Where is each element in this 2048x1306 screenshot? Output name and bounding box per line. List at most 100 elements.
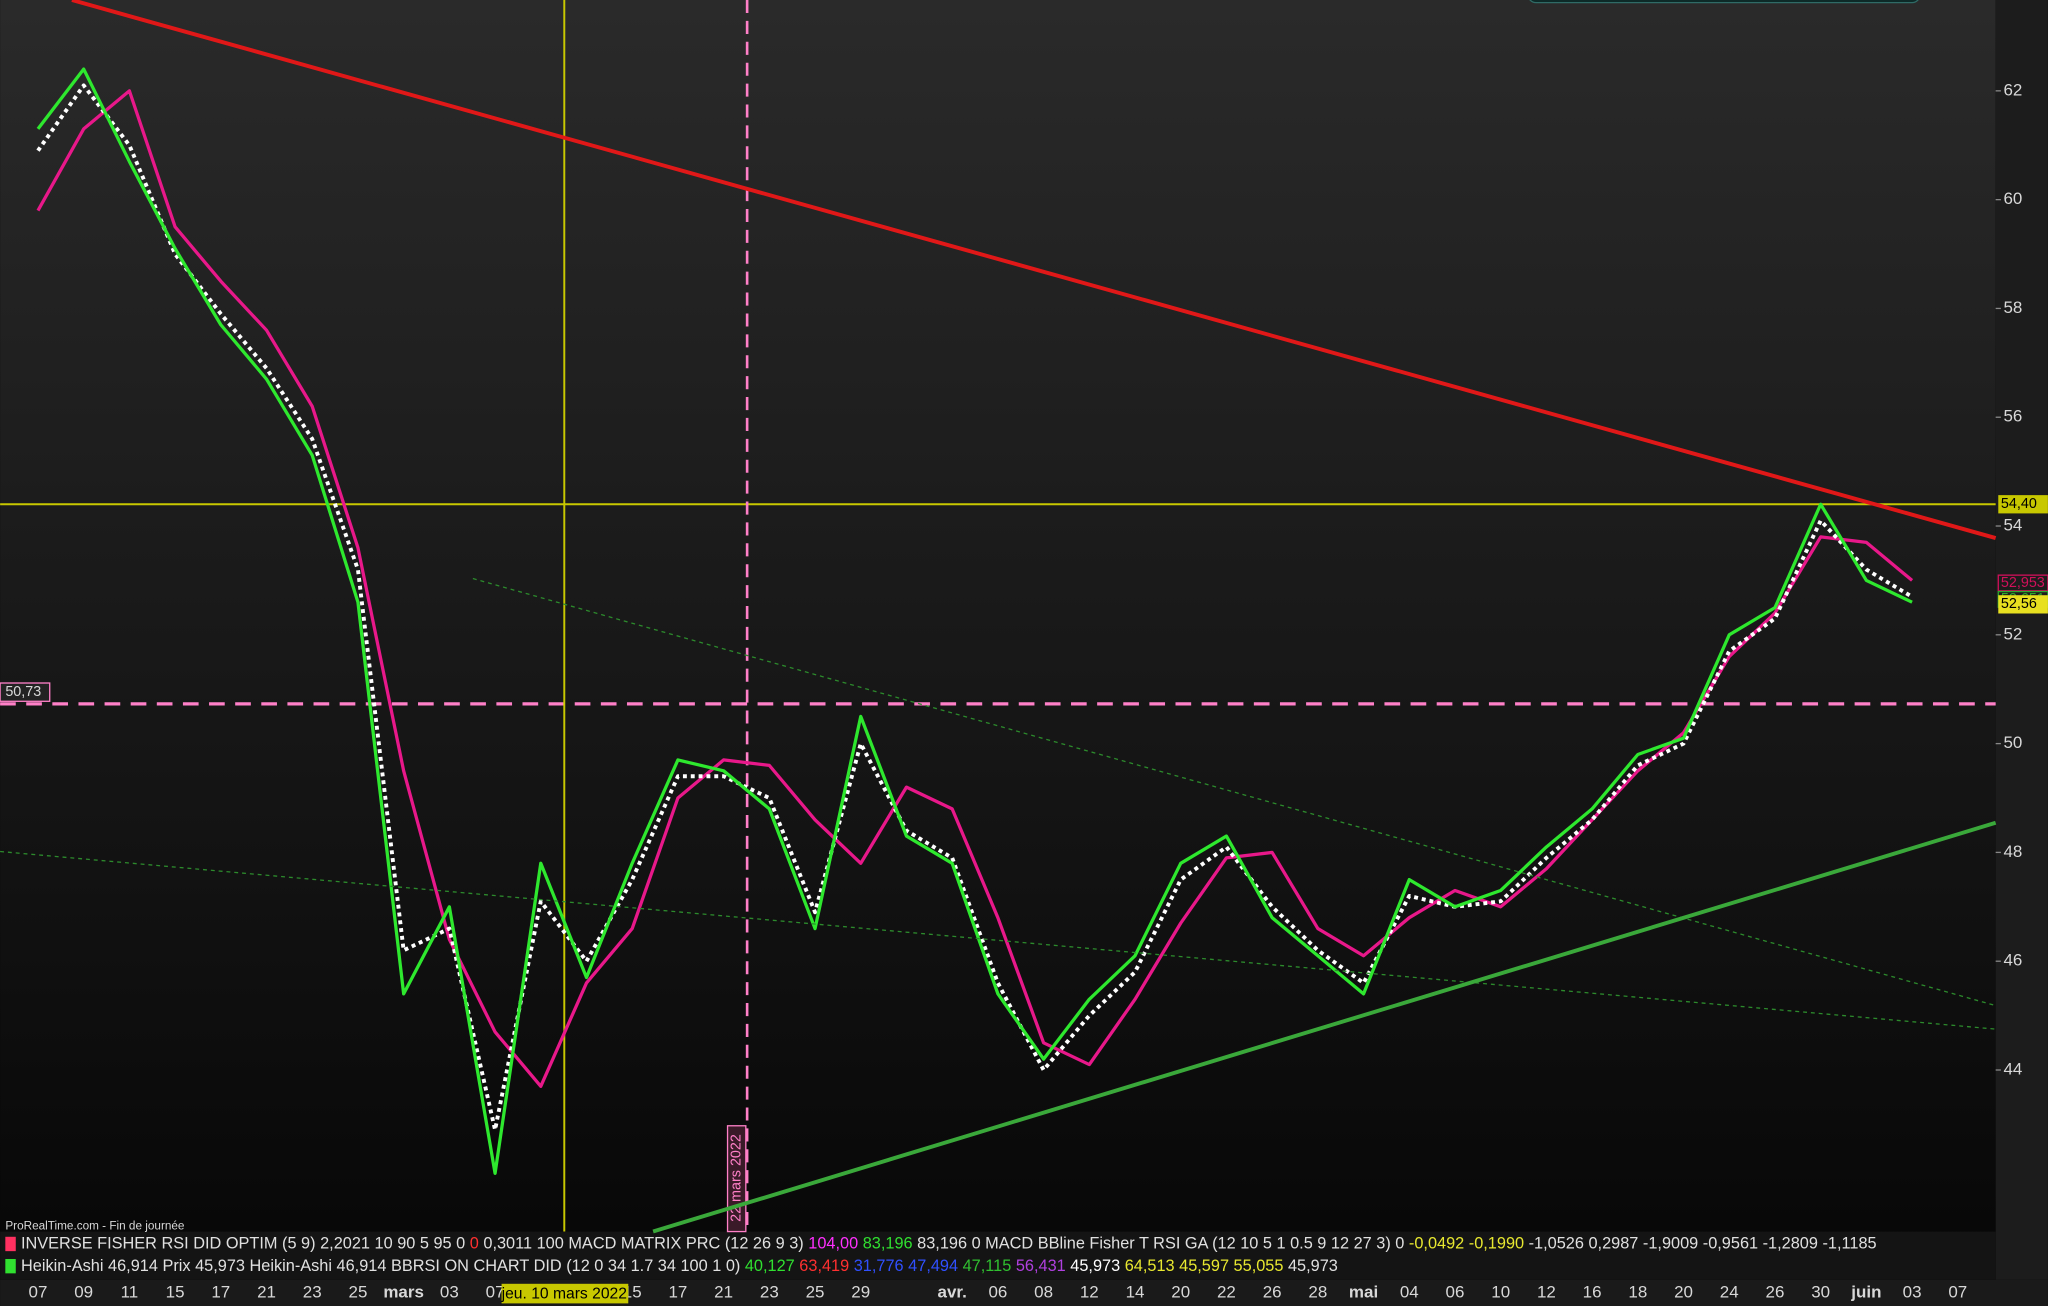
indicator-value: 56,431 — [1016, 1257, 1070, 1275]
price-axis — [1995, 0, 2048, 1280]
last-price-label: 52,56 — [2001, 596, 2037, 612]
indicator-value: 45,973 — [1070, 1257, 1124, 1275]
indicator-value: 45,973 — [1288, 1257, 1338, 1275]
y-tick-label: 52 — [2003, 624, 2022, 643]
indicator-value: INVERSE FISHER RSI DID OPTIM (5 9) 2,202… — [21, 1235, 470, 1253]
indicator-value: MACD BBline Fisher T RSI GA (12 10 5 1 0… — [985, 1235, 1409, 1253]
source-note: ProRealTime.com - Fin de journée — [5, 1219, 185, 1232]
indicator-value: BBRSI ON CHART DID (12 0 34 1.7 34 100 1… — [391, 1257, 745, 1275]
x-tick-label: 17 — [211, 1282, 230, 1301]
indicator-value: 40,127 — [745, 1257, 799, 1275]
x-tick-label: 12 — [1080, 1282, 1099, 1301]
y-tick-label: 56 — [2003, 407, 2022, 426]
series-line — [36, 67, 1913, 1175]
indicator-row: INVERSE FISHER RSI DID OPTIM (5 9) 2,202… — [21, 1235, 1877, 1253]
indicator-swatch — [5, 1258, 16, 1274]
x-tick-label: mai — [1349, 1282, 1378, 1301]
x-tick-label: 20 — [1674, 1282, 1693, 1301]
x-tick-label: 25 — [806, 1282, 825, 1301]
support-trendline — [652, 820, 1997, 1234]
indicator-value: MACD MATRIX PRC (12 26 9 3) — [568, 1235, 808, 1253]
x-tick-label: 30 — [1811, 1282, 1830, 1301]
x-tick-label: 21 — [714, 1282, 733, 1301]
x-tick-label: 26 — [1766, 1282, 1785, 1301]
indicator-value: 47,494 — [908, 1257, 962, 1275]
level-label: 50,73 — [5, 684, 41, 700]
x-tick-label: 25 — [349, 1282, 368, 1301]
indicator-value: 31,776 — [854, 1257, 908, 1275]
plot-layer: 50,73 22 mars 2022 — [0, 0, 1996, 1233]
y-tick-label: 46 — [2003, 951, 2022, 970]
indicator-value: 104,00 — [808, 1235, 862, 1253]
x-tick-label: 23 — [760, 1282, 779, 1301]
x-tick-label: 23 — [303, 1282, 322, 1301]
y-tick-label: 58 — [2003, 298, 2022, 317]
indicator-value: Prix 45,973 — [162, 1257, 249, 1275]
x-tick-label: 20 — [1171, 1282, 1190, 1301]
resistance-trendline — [71, 0, 1997, 540]
x-tick-label: 15 — [166, 1282, 185, 1301]
x-tick-label: 11 — [121, 1282, 139, 1301]
indicator-value: 83,196 0 — [917, 1235, 985, 1253]
x-tick-label: 28 — [1308, 1282, 1327, 1301]
x-tick-label: 06 — [988, 1282, 1007, 1301]
x-tick-label: 12 — [1537, 1282, 1556, 1301]
indicator-swatch — [5, 1236, 16, 1252]
indicator-row: Heikin-Ashi 46,914 Prix 45,973 Heikin-As… — [21, 1257, 1338, 1275]
x-tick-label: 17 — [668, 1282, 687, 1301]
y-tick-label: 44 — [2003, 1059, 2022, 1078]
x-tick-label: 03 — [440, 1282, 459, 1301]
x-tick-label: 18 — [1628, 1282, 1647, 1301]
x-tick-label: 07 — [1948, 1282, 1967, 1301]
y-tick-label: 60 — [2003, 189, 2022, 208]
channel-line — [0, 850, 1996, 1030]
level-label: 54,40 — [2001, 496, 2037, 512]
x-tick-label: 06 — [1446, 1282, 1465, 1301]
top-panel — [1529, 0, 1919, 4]
cursor-label: jeu. 10 mars 2022 — [501, 1285, 627, 1302]
x-tick-label: 03 — [1903, 1282, 1922, 1301]
x-tick-label: 16 — [1583, 1282, 1602, 1301]
y-tick-label: 50 — [2003, 733, 2022, 752]
level-label-box — [1998, 495, 2048, 514]
y-tick-label: 62 — [2003, 80, 2022, 99]
x-tick-label: 09 — [74, 1282, 93, 1301]
indicator-value: -0,0492 -0,1990 — [1409, 1235, 1529, 1253]
cursor-label: 22 mars 2022 — [728, 1134, 744, 1222]
indicator-value: 0 — [470, 1235, 479, 1253]
x-tick-label: avr. — [938, 1282, 967, 1301]
indicator-value: 0,3011 100 — [479, 1235, 569, 1253]
indicator-value: 64,513 45,597 55,055 — [1125, 1257, 1288, 1275]
y-tick-label: 54 — [2003, 516, 2022, 535]
indicator-value: Heikin-Ashi 46,914 — [21, 1257, 162, 1275]
last-price-box — [1998, 595, 2048, 614]
x-tick-label: 08 — [1034, 1282, 1053, 1301]
series-line — [36, 83, 1914, 1132]
indicator-value: 47,115 — [963, 1257, 1016, 1275]
x-tick-label: 14 — [1126, 1282, 1145, 1301]
indicator-value: 83,196 — [863, 1235, 917, 1253]
indicator-value: Heikin-Ashi 46,914 — [250, 1257, 391, 1275]
price-label: 52,953 — [2001, 575, 2045, 591]
x-tick-label: 26 — [1263, 1282, 1282, 1301]
y-tick-label: 48 — [2003, 842, 2022, 861]
x-tick-label: mars — [383, 1282, 424, 1301]
x-tick-label: 29 — [851, 1282, 870, 1301]
x-tick-label: juin — [1850, 1282, 1881, 1301]
x-tick-label: 04 — [1400, 1282, 1419, 1301]
x-tick-label: 07 — [486, 1282, 505, 1301]
x-tick-label: 24 — [1720, 1282, 1739, 1301]
indicator-bar — [0, 1231, 1996, 1280]
indicator-value: -1,0526 0,2987 -1,9009 -0,9561 -1,2809 -… — [1529, 1235, 1877, 1253]
channel-line — [472, 577, 1996, 1007]
x-tick-label: 07 — [29, 1282, 48, 1301]
indicator-value: 63,419 — [799, 1257, 853, 1275]
x-tick-label: 22 — [1217, 1282, 1236, 1301]
level-label-box — [0, 682, 51, 702]
plot-area — [0, 0, 1996, 1232]
date-axis — [0, 1279, 2048, 1306]
x-tick-label: 21 — [257, 1282, 276, 1301]
x-tick-label: 10 — [1491, 1282, 1510, 1301]
cursor-label-box — [501, 1283, 629, 1304]
